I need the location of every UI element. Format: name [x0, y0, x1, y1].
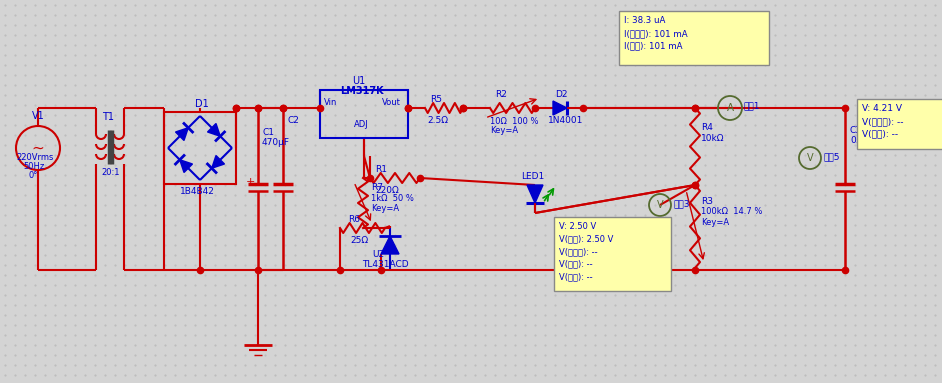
Text: D1: D1 [195, 99, 209, 109]
Text: 2.5Ω: 2.5Ω [427, 116, 448, 125]
Text: 10Ω  100 %: 10Ω 100 % [490, 117, 539, 126]
Text: R7: R7 [371, 183, 383, 192]
Text: LED1: LED1 [521, 172, 544, 181]
Text: V: 4.21 V
V(有效值): --
V(直流): --: V: 4.21 V V(有效值): -- V(直流): -- [862, 104, 903, 139]
Text: C1: C1 [262, 128, 274, 137]
Text: 220Ω: 220Ω [375, 186, 398, 195]
Polygon shape [180, 160, 192, 172]
Polygon shape [527, 185, 543, 203]
Text: 1B4B42: 1B4B42 [180, 187, 215, 196]
Text: R3: R3 [701, 197, 713, 206]
Text: D2: D2 [555, 90, 567, 99]
FancyBboxPatch shape [857, 99, 942, 149]
Text: +: + [245, 177, 254, 187]
Text: Key=A: Key=A [371, 204, 399, 213]
Text: 20:1: 20:1 [101, 168, 120, 177]
Text: R6: R6 [348, 215, 360, 224]
Text: I: 38.3 uA
I(有效值): 101 mA
I(直流): 101 mA: I: 38.3 uA I(有效值): 101 mA I(直流): 101 mA [624, 16, 688, 51]
Polygon shape [175, 128, 188, 141]
Text: LM317K: LM317K [340, 86, 383, 96]
Text: TL431ACD: TL431ACD [362, 260, 409, 269]
Text: 探针3: 探针3 [673, 199, 690, 208]
Text: 0°: 0° [28, 171, 38, 180]
Text: R2: R2 [495, 90, 507, 99]
Text: V: V [657, 200, 663, 210]
Text: 探针1: 探针1 [744, 101, 760, 110]
Text: C2: C2 [287, 116, 299, 125]
Text: 100kΩ  14.7 %: 100kΩ 14.7 % [701, 207, 762, 216]
Text: 50Hz: 50Hz [23, 162, 44, 171]
Text: A: A [726, 103, 734, 113]
FancyBboxPatch shape [554, 217, 671, 291]
Text: C3: C3 [850, 126, 862, 135]
Polygon shape [207, 123, 220, 136]
Polygon shape [212, 155, 224, 168]
Text: Vout: Vout [382, 98, 401, 107]
Text: V: 2.50 V
V(峰峰): 2.50 V
V(有效值): --
V(直流): --
V(频率): --: V: 2.50 V V(峰峰): 2.50 V V(有效值): -- V(直流)… [559, 222, 613, 281]
Text: 1N4001: 1N4001 [548, 116, 583, 125]
Text: R1: R1 [375, 165, 387, 174]
Polygon shape [381, 236, 399, 254]
Text: Key=A: Key=A [490, 126, 518, 135]
Text: 0.1F: 0.1F [850, 136, 869, 145]
Text: V1: V1 [32, 111, 45, 121]
Text: U2: U2 [372, 250, 384, 259]
Polygon shape [553, 101, 567, 115]
Text: V: V [806, 153, 813, 163]
Text: 220Vrms: 220Vrms [16, 153, 54, 162]
Text: 10kΩ: 10kΩ [701, 134, 724, 143]
Text: ADJ: ADJ [354, 120, 368, 129]
Text: ~: ~ [32, 141, 44, 155]
Text: Vin: Vin [324, 98, 337, 107]
Text: 470μF: 470μF [262, 138, 290, 147]
Text: R4: R4 [701, 123, 713, 132]
Text: 1kΩ  50 %: 1kΩ 50 % [371, 194, 414, 203]
Text: 25Ω: 25Ω [350, 236, 368, 245]
Text: R5: R5 [430, 95, 442, 104]
FancyBboxPatch shape [619, 11, 769, 65]
Text: Key=A: Key=A [701, 218, 729, 227]
Text: U1: U1 [352, 76, 365, 86]
Text: T1: T1 [102, 112, 114, 122]
Text: 探针5: 探针5 [823, 152, 839, 161]
